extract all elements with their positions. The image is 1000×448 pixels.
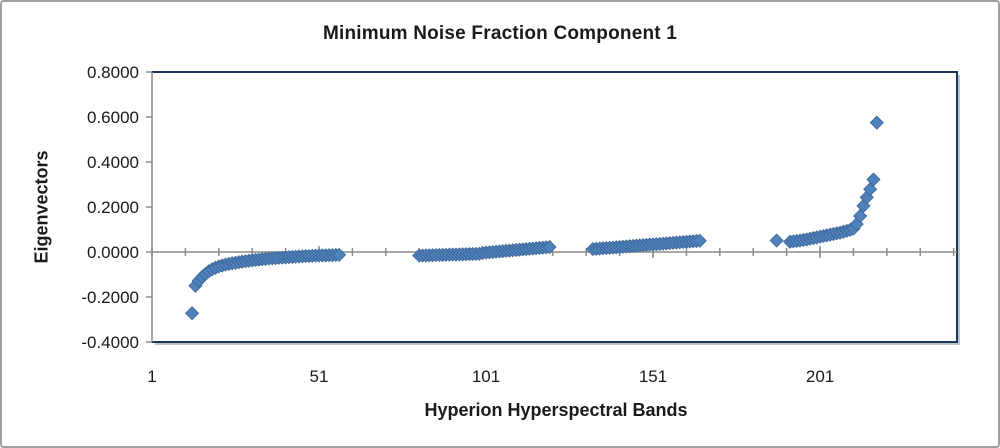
x-tick-label: 51: [310, 367, 329, 386]
y-tick-label: -0.2000: [81, 288, 139, 307]
data-point: [866, 172, 881, 187]
x-tick-label: 151: [639, 367, 667, 386]
data-point: [331, 247, 347, 262]
y-tick-label: 0.8000: [87, 63, 139, 82]
data-point: [863, 182, 878, 197]
data-point: [692, 233, 707, 248]
chart-title: Minimum Noise Fraction Component 1: [322, 23, 678, 44]
y-tick-label: -0.4000: [81, 333, 139, 352]
x-tick-label: 1: [147, 367, 156, 386]
y-tick-label: 0.4000: [87, 153, 139, 172]
x-tick-label: 201: [806, 367, 834, 386]
data-point: [542, 239, 557, 255]
x-axis-title: Hyperion Hyperspectral Bands: [424, 400, 688, 420]
data-point: [869, 115, 884, 130]
y-tick-label: 0.0000: [87, 243, 139, 262]
data-point: [853, 208, 868, 224]
y-tick-label: 0.2000: [87, 198, 139, 217]
plot-area-border: [152, 71, 958, 343]
data-point: [185, 306, 200, 321]
plot-border-shadow: [155, 75, 960, 345]
y-tick-label: 0.6000: [87, 108, 139, 127]
x-tick-label: 101: [472, 367, 500, 386]
data-point: [769, 233, 784, 248]
